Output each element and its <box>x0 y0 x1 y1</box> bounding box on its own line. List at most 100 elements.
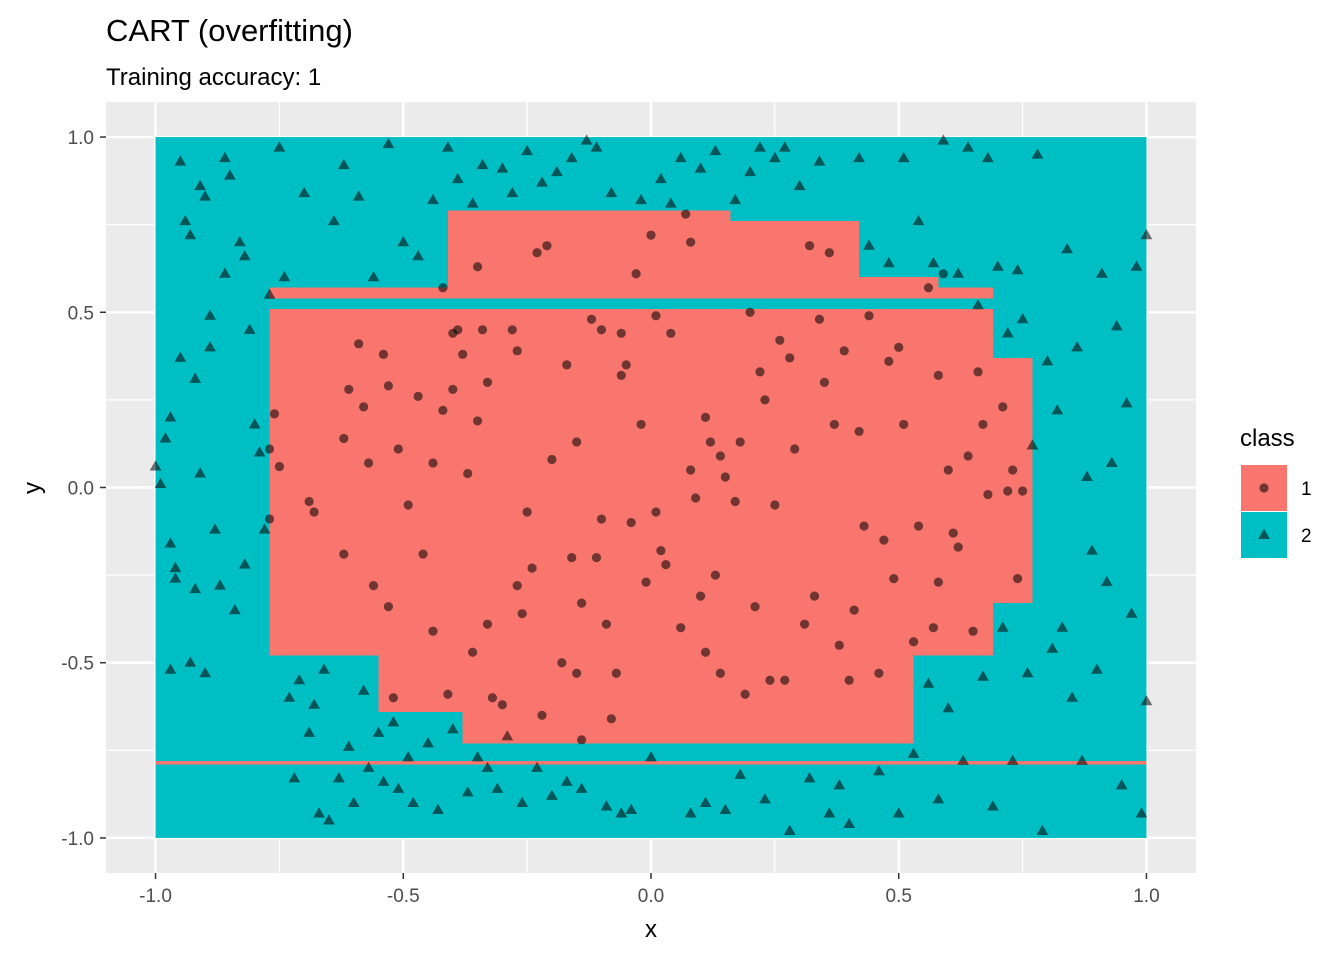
point-class-1 <box>750 602 760 612</box>
point-class-1 <box>438 283 448 293</box>
point-class-2 <box>377 775 390 786</box>
point-class-2 <box>813 155 826 166</box>
point-class-2 <box>184 656 197 667</box>
region-class-1 <box>155 760 1147 765</box>
point-class-1 <box>700 412 711 423</box>
point-class-1 <box>586 314 597 324</box>
point-class-2 <box>432 803 444 814</box>
point-class-2 <box>451 172 464 184</box>
point-class-1 <box>849 605 859 615</box>
legend-circle-icon <box>1259 483 1269 493</box>
point-class-2 <box>481 761 494 772</box>
point-class-2 <box>1100 575 1113 587</box>
point-class-2 <box>734 768 747 779</box>
point-class-2 <box>214 579 226 590</box>
point-class-2 <box>1135 807 1148 818</box>
region-class-1 <box>447 210 731 299</box>
point-class-2 <box>982 151 994 163</box>
point-class-2 <box>1066 691 1079 702</box>
point-class-1 <box>567 552 577 563</box>
region-class-1 <box>859 277 939 299</box>
point-class-1 <box>448 384 458 394</box>
point-class-1 <box>542 241 552 251</box>
point-class-1 <box>933 577 943 587</box>
point-class-2 <box>159 432 172 443</box>
point-class-2 <box>962 141 974 152</box>
point-class-1 <box>676 623 686 633</box>
point-class-2 <box>897 151 910 163</box>
point-class-1 <box>378 349 389 359</box>
point-class-1 <box>339 433 349 444</box>
point-class-2 <box>550 165 563 177</box>
point-class-1 <box>715 668 725 678</box>
point-class-1 <box>1013 574 1023 584</box>
point-class-2 <box>937 134 950 145</box>
point-class-1 <box>274 461 285 472</box>
point-class-2 <box>1011 264 1024 275</box>
point-class-2 <box>625 803 638 814</box>
point-class-2 <box>174 351 187 362</box>
region-class-1 <box>269 308 993 656</box>
point-class-2 <box>342 740 355 751</box>
chart-subtitle: Training accuracy: 1 <box>106 64 321 91</box>
point-class-2 <box>863 239 875 250</box>
point-class-1 <box>785 353 795 363</box>
point-class-1 <box>770 500 780 510</box>
point-class-1 <box>487 693 498 703</box>
point-class-2 <box>446 723 459 734</box>
point-class-1 <box>735 437 745 447</box>
point-class-1 <box>264 444 275 454</box>
y-tick-label: -1.0 <box>61 829 94 850</box>
point-class-2 <box>1081 470 1093 482</box>
point-class-2 <box>536 176 548 187</box>
point-class-2 <box>1001 327 1014 338</box>
point-class-1 <box>864 311 874 321</box>
point-class-1 <box>388 693 398 703</box>
point-class-2 <box>1046 642 1059 653</box>
point-class-2 <box>580 134 593 145</box>
point-class-1 <box>690 493 701 503</box>
point-class-1 <box>799 619 810 629</box>
point-class-2 <box>238 250 251 261</box>
point-class-2 <box>387 716 400 727</box>
point-class-2 <box>590 141 603 152</box>
point-class-1 <box>517 609 527 619</box>
point-class-1 <box>705 437 716 447</box>
point-class-2 <box>337 158 350 170</box>
point-class-1 <box>819 377 830 387</box>
point-class-1 <box>383 381 394 391</box>
point-class-1 <box>418 549 428 559</box>
point-class-2 <box>496 162 509 173</box>
point-class-2 <box>1091 663 1103 674</box>
point-class-1 <box>651 507 661 517</box>
point-class-2 <box>768 151 781 163</box>
point-class-1 <box>953 542 963 552</box>
point-class-2 <box>833 779 846 790</box>
point-class-1 <box>760 395 770 405</box>
point-class-1 <box>839 346 849 356</box>
x-tick-label: 1.0 <box>1133 886 1159 907</box>
point-class-2 <box>778 141 791 152</box>
point-class-2 <box>565 151 578 163</box>
region-class-1 <box>992 357 1033 604</box>
point-class-1 <box>686 237 696 247</box>
point-class-1 <box>572 437 582 447</box>
point-class-1 <box>577 735 587 745</box>
point-class-1 <box>596 325 607 335</box>
y-tick-label: 1.0 <box>68 128 94 149</box>
point-class-1 <box>720 472 730 482</box>
x-axis-title: x <box>645 916 657 943</box>
point-class-2 <box>1120 397 1133 408</box>
point-class-1 <box>908 637 919 647</box>
point-class-2 <box>332 772 345 783</box>
point-class-2 <box>243 323 256 334</box>
y-axis: -1.0 -0.5 0.0 0.5 1.0 <box>61 128 106 850</box>
point-class-2 <box>367 271 380 282</box>
point-class-1 <box>344 384 354 394</box>
point-class-1 <box>938 269 948 279</box>
point-class-2 <box>719 803 732 814</box>
point-class-2 <box>263 288 276 299</box>
region-class-1 <box>269 287 448 299</box>
point-class-1 <box>472 416 483 426</box>
point-class-1 <box>899 419 909 430</box>
